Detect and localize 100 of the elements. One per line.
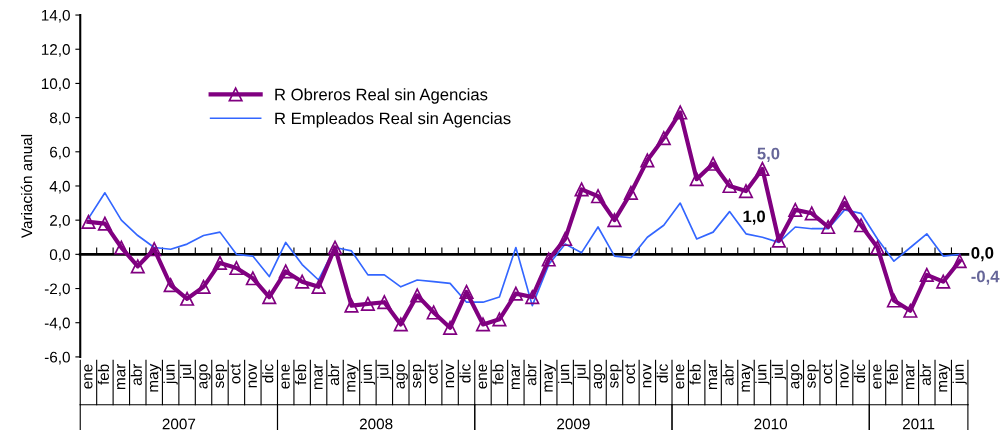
x-tick-label: ago — [396, 364, 408, 389]
x-tick-label: jul — [179, 364, 195, 380]
point — [114, 240, 129, 255]
text: 2009 — [557, 418, 590, 430]
point — [771, 233, 786, 248]
y-tick-label: 4,0 — [49, 180, 70, 194]
point — [459, 284, 474, 300]
point — [327, 240, 343, 255]
point — [377, 295, 392, 310]
x-tick-label: may — [149, 363, 162, 392]
point — [295, 274, 310, 289]
point — [936, 274, 951, 289]
x-tick-label: oct — [230, 363, 241, 384]
y-tick-label: -2,0 — [44, 283, 70, 297]
x-tick-label: jun — [360, 364, 376, 385]
x-tick-label: feb — [689, 364, 701, 385]
x-tick-label: oct — [624, 363, 636, 384]
x-tick-label: may — [544, 363, 556, 392]
point — [804, 206, 819, 221]
x-tick-label: nov — [445, 363, 455, 388]
x-tick-label: may — [347, 363, 359, 392]
point — [738, 184, 754, 199]
point — [344, 298, 359, 313]
x-tick-label: ene — [873, 364, 882, 389]
point — [952, 254, 967, 269]
y-tick-label: 12,0 — [41, 44, 70, 57]
point — [919, 267, 934, 282]
point — [262, 289, 277, 305]
x-tick-label: may — [938, 363, 951, 392]
point — [508, 286, 523, 301]
x-tick-label: abr — [327, 363, 340, 386]
point — [722, 178, 737, 194]
x-tick-label: ago — [593, 364, 606, 389]
y-tick-label: -4,0 — [44, 317, 70, 331]
point — [886, 293, 902, 308]
point — [81, 214, 96, 229]
point — [163, 278, 178, 293]
data-label: 5,0 — [757, 147, 780, 162]
point — [278, 264, 293, 279]
point — [492, 312, 507, 327]
point — [360, 296, 375, 311]
legend-label: R Obreros Real sin Agencias — [275, 88, 488, 104]
point — [870, 240, 885, 255]
text: 2008 — [359, 418, 393, 430]
point — [607, 213, 622, 228]
text: 2007 — [162, 418, 196, 430]
x-tick-label: ago — [199, 364, 211, 389]
point — [229, 260, 244, 276]
x-tick-label: abr — [130, 363, 142, 386]
point — [837, 195, 852, 211]
data-label: 1,0 — [743, 210, 765, 225]
y-tick-label: 6,0 — [50, 146, 70, 160]
x-tick-label: dic — [459, 364, 471, 383]
x-tick-label: mar — [511, 363, 520, 390]
x-tick-label: jun — [952, 364, 967, 385]
x-tick-label: ene — [281, 364, 290, 389]
y-axis-title: Variación anual — [20, 134, 33, 238]
x-tick-label: feb — [492, 364, 504, 385]
x-tick-label: dic — [656, 364, 668, 383]
x-tick-label: jul — [377, 364, 392, 380]
x-tick-label: ene — [84, 364, 93, 389]
x-tick-label: abr — [919, 363, 931, 386]
point — [853, 218, 869, 233]
point — [821, 219, 836, 235]
point — [443, 320, 458, 335]
x-tick-label: sep — [412, 364, 425, 388]
point — [245, 271, 260, 286]
y-tick-label: 8,0 — [49, 112, 70, 126]
point — [393, 317, 408, 332]
point — [180, 291, 195, 306]
y-tick-label: 10,0 — [41, 78, 70, 91]
point — [525, 289, 540, 305]
legend-label: R Empleados Real sin Agencias — [275, 112, 511, 128]
point — [623, 185, 639, 200]
point — [755, 161, 770, 176]
x-tick-label: mar — [117, 363, 126, 390]
point — [130, 259, 145, 274]
y-tick-label: 2,0 — [50, 215, 70, 228]
point — [196, 279, 211, 294]
x-tick-label: jul — [771, 364, 786, 380]
point — [410, 288, 425, 303]
x-tick-label: mar — [314, 363, 323, 390]
point — [97, 216, 112, 231]
x-tick-label: nov — [643, 363, 652, 388]
point — [673, 105, 688, 120]
x-tick-label: oct — [822, 363, 833, 384]
x-tick-label: abr — [525, 363, 537, 386]
x-tick-label: feb — [97, 364, 109, 385]
x-tick-label: feb — [295, 364, 307, 385]
data-label: -0,4 — [971, 270, 1000, 285]
point — [788, 202, 803, 217]
x-tick-label: dic — [262, 364, 274, 383]
x-tick-label: abr — [722, 363, 734, 386]
y-tick-label: 14,0 — [41, 9, 70, 23]
point — [640, 153, 655, 168]
point — [903, 303, 918, 318]
x-tick-label: jun — [755, 364, 770, 385]
point — [541, 252, 556, 267]
x-tick-label: mar — [906, 363, 915, 390]
x-tick-label: dic — [853, 364, 866, 383]
